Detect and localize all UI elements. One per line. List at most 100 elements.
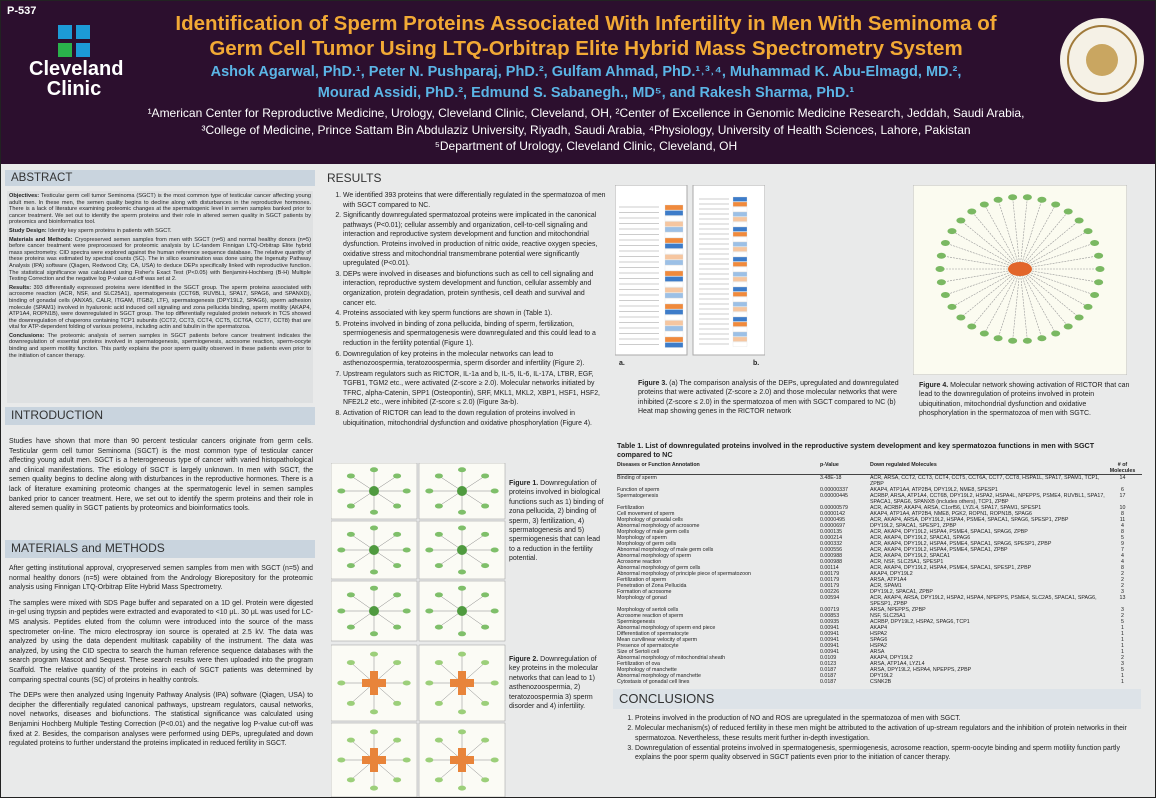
table-cell: 4 xyxy=(1121,523,1124,529)
network-edge xyxy=(1019,242,1095,270)
table-cell: 11 xyxy=(1119,517,1126,523)
table-cell: 0.00000579 xyxy=(820,505,848,511)
network-node xyxy=(1095,266,1105,272)
result-item: We identified 393 proteins that were dif… xyxy=(343,191,606,210)
heat-cell xyxy=(732,291,748,297)
table-cell: 9 xyxy=(1121,541,1124,547)
network-node xyxy=(458,585,466,591)
network-node xyxy=(346,563,355,569)
table-cell: 0.00594 xyxy=(820,595,840,601)
logo-line: Clinic xyxy=(46,78,102,100)
table-cell: 0.00179 xyxy=(820,577,840,583)
table-cell: 0.00719 xyxy=(820,607,840,613)
network-node xyxy=(947,228,957,235)
paragraph-label: Study Design: xyxy=(9,227,47,234)
heat-cell xyxy=(664,221,684,227)
table-row: Acrosome reaction 0.000988 ACR, NSF, SLC25… xyxy=(617,559,1142,565)
network-node xyxy=(481,592,490,598)
panel-label: a. xyxy=(619,360,625,367)
affiliation-line: ¹American Center for Reproductive Medici… xyxy=(147,106,1025,120)
table-row: Abnormal morphology of acrosome 0.0000697… xyxy=(617,523,1142,529)
paragraph: The samples were mixed with SDS Page buf… xyxy=(9,599,313,684)
table-cell: Fertilization xyxy=(617,505,645,511)
network-edge xyxy=(1019,220,1080,270)
table-cell: 2 xyxy=(1121,571,1124,577)
network-node xyxy=(1008,337,1018,344)
network-node xyxy=(967,323,977,330)
paragraph-label: Objectives: xyxy=(9,193,40,199)
seal xyxy=(1060,18,1144,102)
network-node xyxy=(936,252,946,259)
table-cell: 0.00941 xyxy=(820,643,840,649)
table-cell: ARSA xyxy=(870,649,885,655)
network-node xyxy=(1051,201,1061,208)
heat-cell xyxy=(664,298,684,304)
network-edge xyxy=(1019,268,1089,308)
network-node xyxy=(434,660,443,666)
network-node xyxy=(458,467,466,473)
heat-cell xyxy=(664,254,684,260)
table-cell: ACR, AKAP4, DPY19L2, SPACA1 xyxy=(870,553,950,559)
heat-cell xyxy=(664,342,684,348)
result-item: Significantly downregulated spermatozoal… xyxy=(343,211,606,269)
heat-cell xyxy=(664,281,684,288)
network-node xyxy=(425,488,434,494)
heat-cell xyxy=(732,336,748,342)
panel-label: b. xyxy=(753,360,760,367)
table-cell: Fertilization of sperm xyxy=(617,577,667,583)
network-node xyxy=(393,503,402,509)
network-node xyxy=(346,473,355,479)
table-row: Cell movement of sperm 0.0000142 AKAP4, AT… xyxy=(617,511,1142,517)
table-cell: 0.00935 xyxy=(820,619,840,625)
network-node xyxy=(393,473,402,479)
heat-cell xyxy=(664,325,684,332)
table-row: Abnormal morphology of germ cells 0.00114… xyxy=(617,565,1142,571)
network-edge xyxy=(1019,268,1069,327)
figure-4-image xyxy=(913,185,1127,375)
table-cell: 0.0187 xyxy=(820,673,837,679)
cross-v xyxy=(370,748,378,772)
table-cell: 2 xyxy=(1121,583,1124,589)
table-cell: 8 xyxy=(1121,565,1124,571)
network-node xyxy=(1090,292,1100,299)
network-node xyxy=(434,473,443,479)
table-cell: ACR, ACRBP, AKAP4, ARSA, C1orf56, LYZL4,… xyxy=(870,505,1042,511)
hub-node xyxy=(1008,262,1032,276)
table-row: Abnormal morphology of principle piece o… xyxy=(617,571,1142,577)
network-node xyxy=(337,680,346,686)
network-node xyxy=(1090,239,1100,246)
result-item: Activation of RICTOR can lead to the dow… xyxy=(343,409,606,428)
table-cell: Morphology of manchette xyxy=(617,667,677,673)
heat-cell xyxy=(664,292,684,299)
heat-cell xyxy=(732,301,748,307)
network-node xyxy=(346,737,355,743)
network-edge xyxy=(1019,268,1056,334)
paragraph-label: Conclusions: xyxy=(9,332,45,339)
network-node xyxy=(402,680,411,686)
table-cell: Abnormal morphology of mitochondrial she… xyxy=(617,655,726,661)
network-node xyxy=(370,785,378,791)
table-cell: Abnormal morphology of principle piece o… xyxy=(617,571,751,577)
table-cell: 1 xyxy=(1121,631,1124,637)
title-line: Identification of Sperm Proteins Associa… xyxy=(175,12,997,35)
table-cell: 3 xyxy=(1121,661,1124,667)
table-row: Fertilization of ova 0.0123 ARSA, ATP1A4, … xyxy=(617,661,1142,667)
network-node xyxy=(940,239,950,246)
network-node xyxy=(481,473,490,479)
table-row: Differentiation of spermatocyte 0.00941 HS… xyxy=(617,631,1142,637)
table: Diseases or Function Annotation p-Value Do… xyxy=(617,462,1142,685)
table-cell: ACR, AKAP4, DPY19L2, HSPA4, PSME4, SPACA… xyxy=(870,541,1052,547)
table-cell: 0.0187 xyxy=(820,667,837,673)
figure-caption: Figure 2. Downregulation of key proteins… xyxy=(509,655,607,711)
table-cell: Mean curvilinear velocity of sperm xyxy=(617,637,698,643)
table-cell: 4 xyxy=(1121,559,1124,565)
network-node xyxy=(337,757,346,763)
table-cell: Function of sperm xyxy=(617,487,660,493)
network-node xyxy=(481,660,490,666)
network-edge xyxy=(1019,268,1043,339)
network-node xyxy=(393,660,402,666)
network-node xyxy=(458,509,466,515)
table-cell: 0.00853 xyxy=(820,613,840,619)
table-cell: 0.00179 xyxy=(820,571,840,577)
network-node xyxy=(434,563,443,569)
